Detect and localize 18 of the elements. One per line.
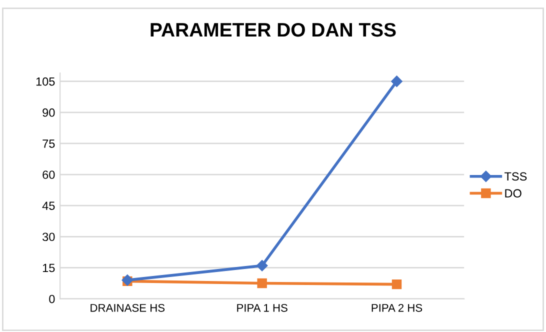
y-tick-label: 60 xyxy=(42,170,55,179)
y-tick-label: 75 xyxy=(42,140,55,148)
point xyxy=(391,76,402,87)
y-tick-label: 105 xyxy=(36,77,55,86)
y-tick-label: 0 xyxy=(49,294,55,304)
x-tick-label: PIPA 1 HS xyxy=(237,304,288,312)
y-tick-label: 90 xyxy=(42,108,55,117)
y-tick-label: 30 xyxy=(42,232,55,242)
point xyxy=(257,278,267,288)
chart-title: PARAMETER DO DAN TSS xyxy=(150,22,396,37)
legend-label: DO xyxy=(505,189,522,198)
x-tick-label: DRAINASE HS xyxy=(90,304,165,312)
x-tick-label: PIPA 2 HS xyxy=(372,304,422,312)
y-tick-label: 45 xyxy=(42,202,55,210)
point xyxy=(256,260,268,272)
y-tick-label: 15 xyxy=(42,264,55,272)
point xyxy=(392,279,402,290)
legend-label: TSS xyxy=(504,172,527,181)
